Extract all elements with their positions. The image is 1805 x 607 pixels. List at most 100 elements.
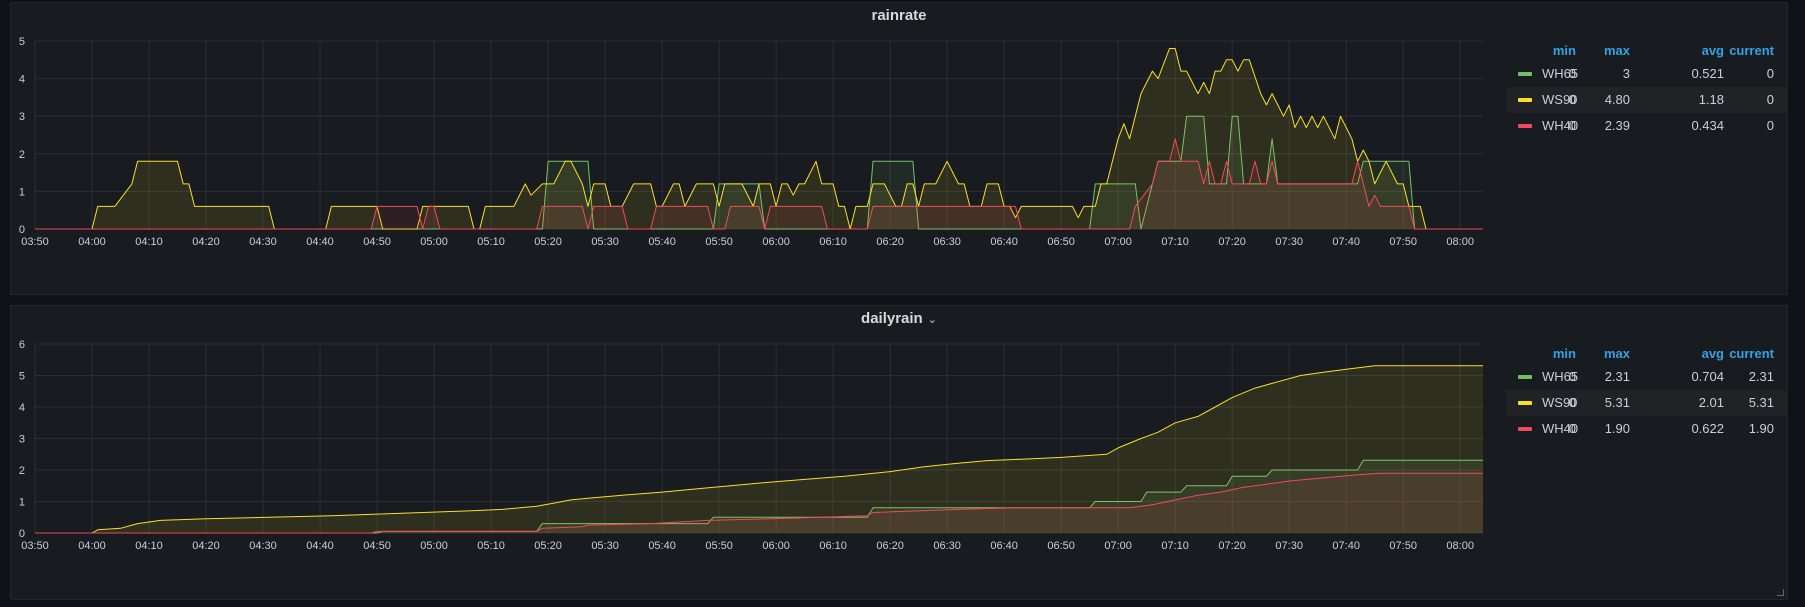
legend-header: min max avg current: [1506, 342, 1788, 364]
series-color-swatch[interactable]: [1518, 427, 1532, 431]
resize-handle-icon[interactable]: [1777, 589, 1784, 596]
legend-current: 0: [1766, 92, 1774, 107]
legend-max: 5.31: [1604, 395, 1630, 410]
y-tick-label: 4: [19, 402, 25, 414]
x-tick-label: 04:10: [135, 540, 163, 552]
x-tick-label: 04:50: [363, 236, 391, 248]
legend-min: 0: [1568, 118, 1576, 133]
legend-header-min[interactable]: min: [1552, 43, 1576, 58]
x-tick-label: 05:30: [591, 236, 619, 248]
legend-row-ws90[interactable]: WS90 0 5.31 2.01 5.31: [1506, 390, 1788, 416]
series-line-wh40: [35, 138, 1483, 230]
x-tick-label: 06:50: [1047, 236, 1075, 248]
x-tick-label: 07:40: [1332, 236, 1360, 248]
x-tick-label: 07:30: [1275, 540, 1303, 552]
legend-series-name[interactable]: WH40: [1542, 421, 1579, 436]
x-tick-label: 06:20: [876, 236, 904, 248]
y-tick-label: 2: [19, 149, 25, 161]
y-tick-label: 3: [19, 434, 25, 446]
legend-header-min[interactable]: min: [1552, 346, 1576, 361]
x-tick-label: 06:50: [1047, 540, 1075, 552]
legend-min: 0: [1568, 421, 1576, 436]
x-tick-label: 05:00: [420, 236, 448, 248]
legend-avg: 1.18: [1698, 92, 1724, 107]
series-color-swatch[interactable]: [1518, 375, 1532, 379]
legend-header-avg[interactable]: avg: [1701, 43, 1724, 58]
legend-series-name[interactable]: WH40: [1542, 118, 1579, 133]
legend-row-wh65[interactable]: WH65 0 2.31 0.704 2.31: [1506, 364, 1788, 390]
x-tick-label: 06:40: [990, 540, 1018, 552]
x-tick-label: 04:10: [135, 236, 163, 248]
x-tick-label: 03:50: [21, 540, 49, 552]
series-line-ws90: [35, 48, 1483, 230]
x-tick-label: 04:20: [192, 540, 220, 552]
legend-avg: 0.704: [1691, 369, 1724, 384]
series-area-ws90: [35, 365, 1483, 533]
legend-header-current[interactable]: current: [1729, 43, 1774, 58]
series-color-swatch[interactable]: [1518, 72, 1532, 76]
legend-current: 0: [1766, 66, 1774, 81]
x-tick-label: 04:30: [249, 236, 277, 248]
legend-max: 2.39: [1604, 118, 1630, 133]
legend-series-name[interactable]: WS90: [1542, 92, 1578, 107]
y-tick-label: 0: [19, 224, 25, 236]
rainrate-panel[interactable]: rainrate 0 1 2 3 4 5 03:50 04:00 04:10 04:20 04:30…: [10, 2, 1788, 295]
x-tick-label: 05:30: [591, 540, 619, 552]
x-tick-label: 07:30: [1275, 236, 1303, 248]
x-tick-label: 05:10: [477, 236, 505, 248]
legend-min: 0: [1568, 66, 1576, 81]
y-tick-label: 3: [19, 111, 25, 123]
x-tick-label: 07:40: [1332, 540, 1360, 552]
legend-header-current[interactable]: current: [1729, 346, 1774, 361]
legend-header-max[interactable]: max: [1603, 43, 1630, 58]
x-tick-label: 05:10: [477, 540, 505, 552]
legend-current: 1.90: [1748, 421, 1774, 436]
legend-avg: 0.434: [1691, 118, 1724, 133]
x-tick-label: 07:10: [1161, 540, 1189, 552]
legend-header-max[interactable]: max: [1603, 346, 1630, 361]
legend-avg: 0.622: [1691, 421, 1724, 436]
x-tick-label: 04:40: [306, 236, 334, 248]
series-line-ws90: [35, 365, 1483, 534]
x-tick-label: 06:00: [762, 236, 790, 248]
legend-series-name[interactable]: WS90: [1542, 395, 1578, 410]
panel-title[interactable]: rainrate: [871, 7, 927, 24]
x-tick-label: 07:10: [1161, 236, 1189, 248]
x-tick-label: 07:20: [1218, 236, 1246, 248]
legend-row-wh65[interactable]: WH65 0 3 0.521 0: [1506, 61, 1788, 87]
x-tick-label: 04:30: [249, 540, 277, 552]
y-tick-label: 0: [19, 528, 25, 540]
series-color-swatch[interactable]: [1518, 401, 1532, 405]
y-tick-label: 2: [19, 465, 25, 477]
x-tick-label: 07:00: [1104, 236, 1132, 248]
legend-current: 5.31: [1748, 395, 1774, 410]
series-color-swatch[interactable]: [1518, 124, 1532, 128]
x-tick-label: 05:40: [648, 236, 676, 248]
dailyrain-legend: min max avg current WH65 0 2.31 0.704 2.…: [1506, 342, 1788, 442]
x-tick-label: 06:30: [933, 540, 961, 552]
legend-row-wh40[interactable]: WH40 0 2.39 0.434 0: [1506, 113, 1788, 139]
series-color-swatch[interactable]: [1518, 98, 1532, 102]
series-area-wh65: [35, 460, 1483, 533]
x-tick-label: 04:00: [78, 540, 106, 552]
chevron-down-icon[interactable]: ⌄: [927, 314, 937, 326]
legend-series-name[interactable]: WH65: [1542, 66, 1579, 81]
series-area-wh65: [35, 116, 1483, 229]
series-area-ws90: [35, 48, 1483, 229]
legend-max: 2.31: [1604, 369, 1630, 384]
x-tick-label: 07:50: [1389, 540, 1417, 552]
x-tick-label: 04:20: [192, 236, 220, 248]
dailyrain-panel[interactable]: dailyrain ⌄ 0 1 2 3 4 5 6 03:50 04:00 04:10 04:20 04…: [10, 305, 1788, 600]
x-tick-label: 04:00: [78, 236, 106, 248]
y-tick-label: 1: [19, 497, 25, 509]
legend-min: 0: [1568, 395, 1576, 410]
panel-title[interactable]: dailyrain ⌄: [861, 310, 937, 327]
legend-row-wh40[interactable]: WH40 0 1.90 0.622 1.90: [1506, 416, 1788, 442]
legend-series-name[interactable]: WH65: [1542, 369, 1579, 384]
legend-min: 0: [1568, 92, 1576, 107]
y-tick-label: 5: [19, 371, 25, 383]
legend-row-ws90[interactable]: WS90 0 4.80 1.18 0: [1506, 87, 1788, 113]
legend-header-avg[interactable]: avg: [1701, 346, 1724, 361]
legend-current: 2.31: [1748, 369, 1774, 384]
x-tick-label: 06:10: [819, 540, 847, 552]
